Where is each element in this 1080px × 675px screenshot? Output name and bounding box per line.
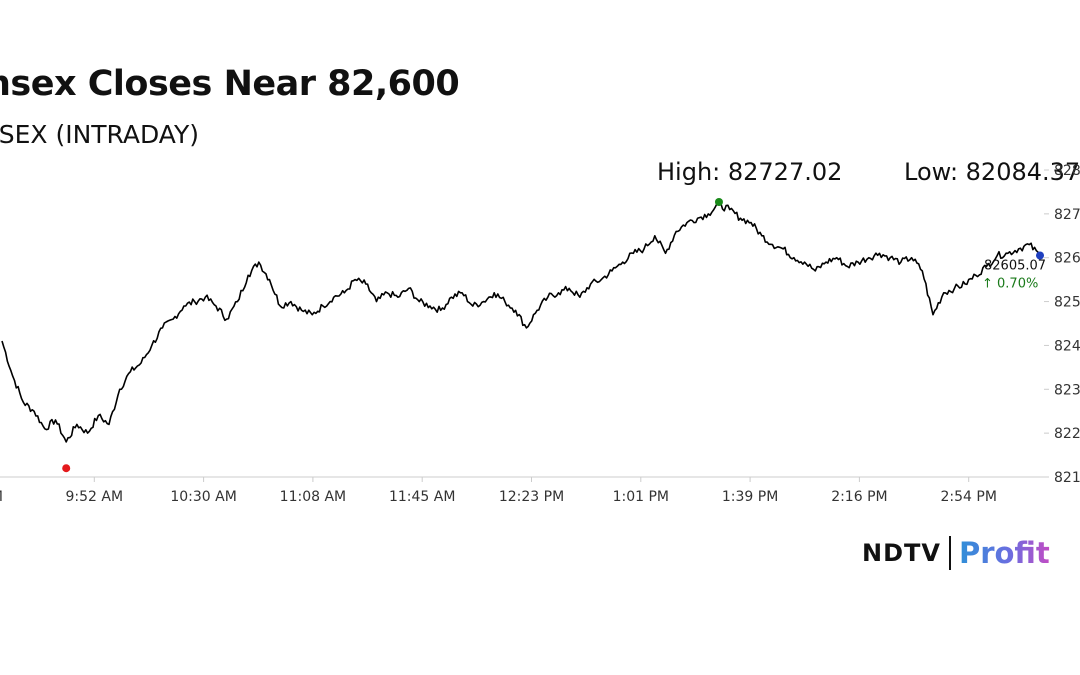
chart-subtitle: NSEX (INTRADAY): [0, 120, 199, 149]
chart-title: nsex Closes Near 82,600: [0, 64, 460, 104]
y-tick-label: 822: [1054, 426, 1080, 442]
sensex-price-line: [1, 202, 1041, 443]
high-marker: [714, 198, 723, 207]
y-tick-label: 824: [1054, 338, 1080, 354]
x-ticks: AM 9:52 AM 10:30 AM 11:08 AM 11:45 AM 12:23 P…: [0, 477, 997, 505]
y-tick-label: 825: [1054, 295, 1080, 311]
x-tick-label: 11:45 AM: [389, 489, 455, 505]
y-tick-label: 821: [1054, 470, 1080, 486]
y-tick-label: 828: [1054, 163, 1080, 179]
ndtv-profit-logo: NDTV Profit: [862, 534, 1050, 572]
y-ticks: 821 822 823 824 825 826 827 828: [1044, 163, 1080, 486]
profit-logo-text: Profit: [958, 536, 1050, 570]
low-label: Low: 82084.37: [904, 158, 1080, 186]
x-tick-label: AM: [0, 489, 3, 505]
y-tick-label: 827: [1054, 207, 1080, 223]
ndtv-logo-text: NDTV: [862, 539, 941, 567]
y-tick-label: 826: [1054, 251, 1080, 267]
intraday-line-chart: AM 9:52 AM 10:30 AM 11:08 AM 11:45 AM 12:23 P…: [0, 163, 1080, 505]
low-marker: [62, 464, 71, 473]
x-tick-label: 1:39 PM: [722, 489, 778, 505]
x-tick-label: 2:16 PM: [831, 489, 887, 505]
x-tick-label: 11:08 AM: [280, 489, 346, 505]
y-tick-label: 823: [1054, 382, 1080, 398]
change-label: ↑ 0.70%: [982, 276, 1038, 291]
logo-divider: [948, 536, 951, 570]
x-tick-label: 9:52 AM: [66, 489, 124, 505]
x-tick-label: 2:54 PM: [940, 489, 996, 505]
high-label: High: 82727.02: [657, 158, 843, 186]
x-tick-label: 12:23 PM: [499, 489, 564, 505]
x-tick-label: 10:30 AM: [170, 489, 236, 505]
last-value-label: 82605.07: [984, 258, 1046, 273]
x-tick-label: 1:01 PM: [613, 489, 669, 505]
last-price-marker: [1036, 251, 1044, 260]
